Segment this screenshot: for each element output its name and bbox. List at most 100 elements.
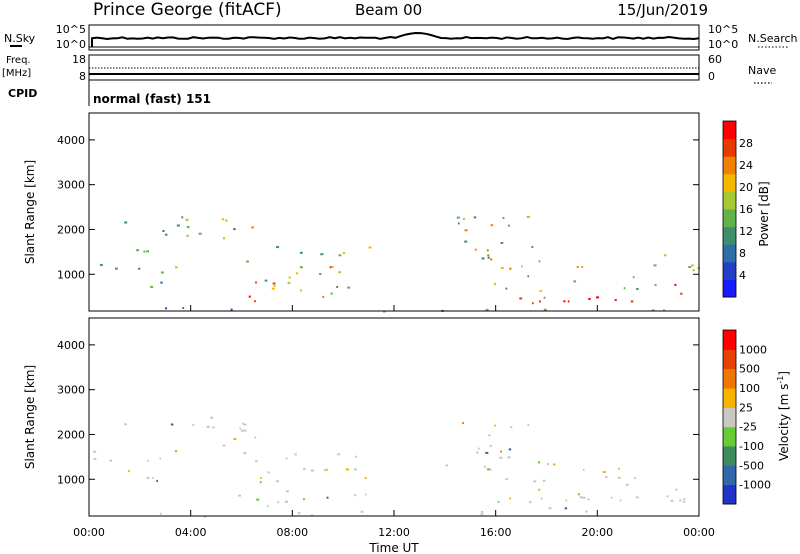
echo-1-101	[679, 499, 682, 502]
echo-0-90	[623, 287, 626, 290]
echo-1-59	[500, 450, 502, 453]
colorbar-swatch-1-6	[723, 368, 736, 389]
echo-1-81	[497, 500, 500, 503]
power-y-ticks: 1000 2000 3000 4000	[57, 134, 699, 281]
echo-0-64	[456, 216, 460, 219]
echo-0-102	[165, 307, 168, 310]
echo-0-54	[457, 222, 460, 225]
echo-0-53	[462, 217, 465, 220]
echo-0-65	[474, 248, 477, 251]
echo-0-108	[182, 307, 185, 309]
colorbar-tick-1-3: 25	[739, 401, 753, 414]
echo-0-100	[674, 283, 677, 286]
echo-1-82	[683, 497, 686, 500]
echo-0-66	[490, 258, 493, 261]
echo-1-29	[285, 457, 288, 460]
x-axis-ticks: 00:00 04:00 08:00 12:00 16:00 20:00 00:00	[73, 305, 715, 539]
echo-0-0	[115, 267, 118, 270]
power-panel-frame	[88, 112, 700, 312]
echo-1-31	[325, 468, 328, 471]
echo-0-92	[539, 300, 541, 303]
echo-1-84	[618, 467, 620, 470]
echo-1-24	[354, 494, 357, 497]
echo-0-39	[299, 251, 303, 254]
echo-0-58	[464, 240, 468, 243]
echo-0-37	[368, 246, 372, 249]
echo-0-14	[185, 218, 189, 221]
velocity-data	[93, 416, 686, 518]
velocity-y-label: Slant Range [km]	[23, 365, 37, 469]
echo-1-3	[109, 459, 113, 462]
echo-1-72	[683, 500, 686, 503]
echo-1-52	[445, 464, 449, 467]
beam-title: Beam 00	[355, 1, 422, 19]
echo-1-104	[298, 512, 300, 514]
freq-left-tick-top: 18	[72, 53, 86, 66]
echo-1-51	[499, 456, 503, 459]
echo-0-31	[276, 246, 280, 249]
colorbar-swatch-0-2	[723, 244, 736, 263]
echo-0-13	[164, 233, 168, 236]
echo-1-16	[254, 436, 257, 439]
echo-0-18	[181, 216, 184, 219]
echo-0-82	[500, 267, 504, 269]
echo-1-57	[476, 451, 479, 454]
colorbar-frame-0	[722, 120, 737, 298]
echo-1-109	[480, 513, 484, 516]
echo-1-71	[505, 478, 508, 481]
echo-0-8	[124, 221, 128, 224]
echo-0-99	[563, 300, 566, 303]
x-tick-label-0: 00:00	[73, 526, 105, 539]
echo-1-94	[635, 496, 639, 499]
echo-1-37	[303, 468, 306, 470]
nave-right-tick-bottom: 0	[708, 70, 715, 83]
echo-1-62	[508, 448, 512, 451]
echo-0-104	[651, 309, 655, 312]
echo-1-105	[203, 515, 207, 518]
colorbar-frame-1	[722, 329, 737, 505]
colorbar-tick-1-2: 100	[739, 382, 760, 395]
echo-0-51	[500, 242, 504, 244]
noise-left-tick-top: 10^5	[56, 23, 86, 36]
colorbar-swatch-0-7	[723, 156, 736, 175]
echo-1-4	[93, 457, 97, 460]
echo-0-60	[507, 224, 511, 227]
echo-1-14	[243, 429, 247, 432]
echo-0-76	[539, 290, 542, 292]
echo-1-43	[260, 477, 262, 480]
echo-0-67	[509, 267, 512, 270]
echo-1-83	[486, 468, 490, 471]
echo-1-17	[242, 422, 244, 425]
colorbar-swatch-0-4	[723, 209, 736, 228]
echo-0-96	[596, 296, 600, 299]
echo-0-9	[223, 237, 225, 240]
echo-1-27	[355, 455, 357, 458]
colorbar-swatch-0-9	[723, 121, 736, 140]
echo-0-77	[653, 264, 657, 267]
colorbar-tick-1-5: -100	[739, 440, 764, 453]
echo-1-78	[666, 495, 669, 498]
echo-1-30	[294, 453, 297, 456]
echo-0-97	[519, 297, 523, 300]
echo-1-38	[276, 480, 280, 483]
echo-1-65	[494, 424, 496, 427]
colorbar-tick-0-5: 24	[739, 159, 753, 172]
echo-1-110	[585, 510, 588, 513]
echo-1-74	[533, 480, 537, 483]
echo-0-72	[573, 280, 577, 283]
velocity-y-ticks: 1000 2000 3000 4000	[57, 339, 699, 486]
echo-0-48	[329, 266, 332, 269]
echo-0-101	[680, 292, 683, 295]
echo-1-12	[233, 438, 237, 441]
echo-0-20	[251, 226, 254, 229]
echo-0-46	[322, 296, 325, 298]
y-tick-label-1-1: 2000	[57, 428, 85, 441]
echo-1-46	[323, 469, 326, 472]
colorbar-swatch-1-4	[723, 407, 736, 428]
echo-1-80	[634, 477, 637, 480]
echo-1-33	[255, 460, 258, 463]
echo-0-44	[255, 281, 257, 284]
echo-0-103	[230, 308, 233, 311]
nave-label: Nave	[748, 64, 776, 77]
echo-0-75	[487, 254, 490, 257]
